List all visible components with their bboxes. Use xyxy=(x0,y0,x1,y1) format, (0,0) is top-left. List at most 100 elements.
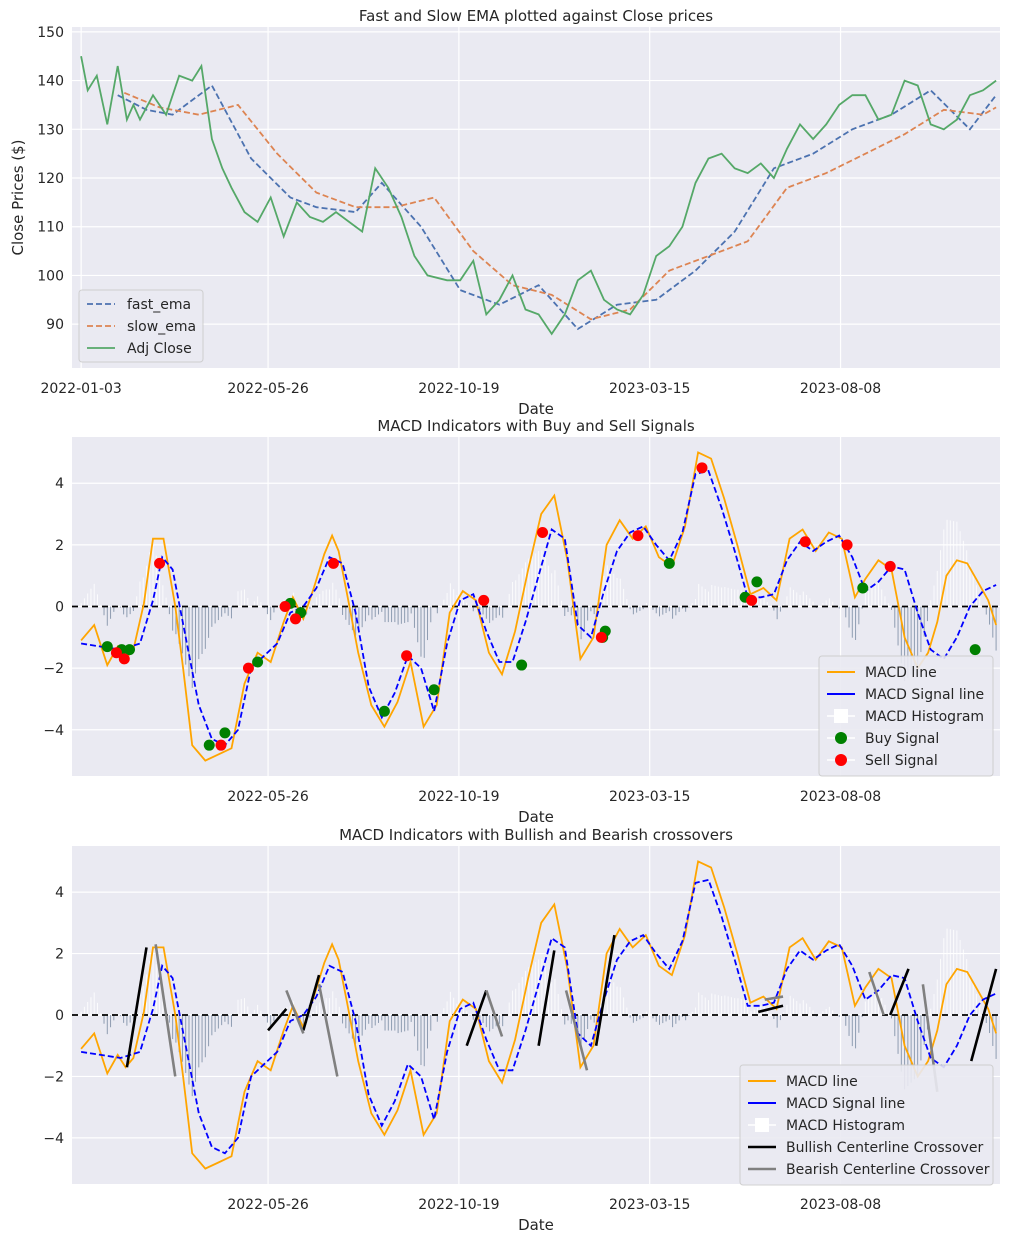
buy-signal-point xyxy=(219,727,231,739)
y-tick-label: 130 xyxy=(37,122,64,138)
bullish-crossover-segment xyxy=(125,947,148,1068)
x-tick-label: 2022-10-19 xyxy=(418,789,499,805)
y-tick-label: 4 xyxy=(55,476,64,492)
legend-label: MACD Histogram xyxy=(865,709,984,725)
buy-signal-point xyxy=(751,576,763,588)
x-tick-label: 2023-08-08 xyxy=(800,1197,881,1213)
sell-signal-point xyxy=(632,530,644,542)
bearish-crossover-segment xyxy=(764,995,784,1001)
adj-close-line xyxy=(80,56,997,336)
bearish-crossover-segment xyxy=(317,984,339,1077)
legend-label: MACD Signal line xyxy=(786,1096,905,1112)
macd-line xyxy=(80,860,997,1170)
sell-signal-point xyxy=(746,594,758,606)
bullish-crossover-segment xyxy=(757,1004,784,1014)
sell-signal-point xyxy=(841,539,853,551)
x-axis-label: Date xyxy=(518,808,554,826)
x-tick-label: 2023-08-08 xyxy=(800,381,881,397)
legend-box xyxy=(78,289,204,363)
bullish-crossover-segment xyxy=(465,989,488,1047)
sell-signal-point xyxy=(884,560,896,572)
buy-signal-point xyxy=(101,641,113,653)
sell-signal-point xyxy=(799,536,811,548)
y-tick-label: −4 xyxy=(43,723,64,739)
x-tick-label: 2022-05-26 xyxy=(227,381,308,397)
buy-signal-point xyxy=(857,582,869,594)
y-tick-label: −4 xyxy=(43,1131,64,1147)
bearish-crossover-segment xyxy=(285,989,305,1034)
sell-signal-point xyxy=(696,462,708,474)
bearish-crossover-segment xyxy=(154,944,177,1077)
sell-signal-point xyxy=(290,613,302,625)
macd-signal-line xyxy=(80,878,997,1155)
x-axis-label: Date xyxy=(518,1216,554,1234)
sell-signal-point xyxy=(154,557,166,569)
sell-signal-point xyxy=(110,647,122,659)
buy-signal-point xyxy=(663,557,675,569)
legend-swatch xyxy=(835,732,847,744)
sell-signal-point xyxy=(215,739,227,751)
buy-signal-point xyxy=(516,659,528,671)
y-tick-label: 2 xyxy=(55,947,64,963)
legend-label: Bearish Centerline Crossover xyxy=(786,1162,990,1178)
legend-swatch xyxy=(835,754,847,766)
bullish-crossover-segment xyxy=(267,1008,288,1032)
y-tick-label: 150 xyxy=(37,25,64,41)
legend-label: slow_ema xyxy=(127,319,196,335)
buy-signal-point xyxy=(124,644,136,656)
y-tick-label: 100 xyxy=(37,268,64,284)
sell-signal-point xyxy=(595,631,607,643)
legend-label: Buy Signal xyxy=(865,731,939,747)
y-tick-label: 2 xyxy=(55,538,64,554)
x-tick-label: 2023-03-15 xyxy=(609,789,690,805)
y-tick-label: −2 xyxy=(43,1069,64,1085)
sell-signal-point xyxy=(242,662,254,674)
macd-signal-line xyxy=(80,469,997,747)
bullish-crossover-segment xyxy=(889,968,910,1016)
y-tick-label: 4 xyxy=(55,885,64,901)
x-tick-label: 2023-03-15 xyxy=(609,381,690,397)
legend-label: MACD Histogram xyxy=(786,1118,905,1134)
y-tick-label: 110 xyxy=(37,220,64,236)
bearish-crossover-segment xyxy=(485,989,504,1037)
legend-label: Sell Signal xyxy=(865,753,938,769)
buy-signal-point xyxy=(969,644,981,656)
sell-signal-point xyxy=(401,650,413,662)
legend-label: Adj Close xyxy=(127,341,192,357)
legend-label: MACD line xyxy=(865,665,937,681)
x-tick-label: 2023-08-08 xyxy=(800,789,881,805)
legend-label: Bullish Centerline Crossover xyxy=(786,1140,983,1156)
y-axis-label: Close Prices ($) xyxy=(9,139,27,255)
x-tick-label: 2022-05-26 xyxy=(227,1197,308,1213)
chart-title: MACD Indicators with Buy and Sell Signal… xyxy=(377,417,695,435)
legend-label: MACD line xyxy=(786,1074,858,1090)
y-tick-label: 90 xyxy=(46,317,64,333)
bearish-crossover-segment xyxy=(564,990,589,1071)
plot-area xyxy=(72,27,1000,368)
bearish-crossover-segment xyxy=(868,971,885,1016)
x-axis-label: Date xyxy=(518,400,554,418)
sell-signal-point xyxy=(537,527,549,539)
x-tick-label: 2022-10-19 xyxy=(418,1197,499,1213)
legend-swatch xyxy=(834,709,848,723)
bullish-crossover-segment xyxy=(302,974,321,1031)
buy-signal-point xyxy=(203,739,215,751)
chart-title: Fast and Slow EMA plotted against Close … xyxy=(359,7,713,25)
panel-3 xyxy=(72,846,1000,1186)
slow-ema-line xyxy=(123,91,997,321)
x-tick-label: 2022-10-19 xyxy=(418,381,499,397)
chart-title: MACD Indicators with Bullish and Bearish… xyxy=(339,826,733,844)
buy-signal-point xyxy=(428,684,440,696)
bullish-crossover-segment xyxy=(969,968,998,1062)
legend-label: MACD Signal line xyxy=(865,687,984,703)
panel-2 xyxy=(72,437,1000,777)
y-tick-label: −2 xyxy=(43,661,64,677)
buy-signal-point xyxy=(252,656,264,668)
bullish-crossover-segment xyxy=(537,950,556,1046)
y-tick-label: 0 xyxy=(55,1008,64,1024)
legend-box xyxy=(739,1064,994,1186)
sell-signal-point xyxy=(118,653,130,665)
y-tick-label: 120 xyxy=(37,171,64,187)
sell-signal-point xyxy=(327,557,339,569)
